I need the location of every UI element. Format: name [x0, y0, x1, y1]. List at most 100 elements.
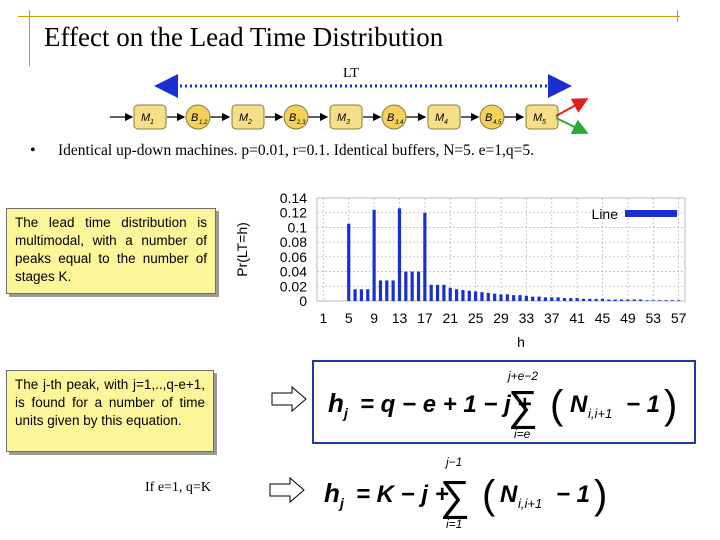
node-sub-b45: 4,5	[493, 120, 502, 126]
formula-2-body-sub: i,i+1	[518, 496, 542, 511]
node-label-b23: B	[289, 112, 296, 124]
node-sub-m3: 3	[346, 119, 350, 126]
x-tick-label: 53	[645, 310, 661, 326]
formula-1-tail: − 1	[626, 391, 660, 418]
bar	[347, 223, 351, 301]
x-tick-label: 21	[442, 310, 458, 326]
bar	[435, 284, 440, 301]
bar	[588, 298, 592, 301]
y-tick-label: 0	[299, 293, 307, 309]
formula-2-lhs-sub: j	[338, 495, 345, 511]
x-tick-label: 37	[544, 310, 560, 326]
bar	[556, 297, 560, 301]
node-label-m5: M	[533, 112, 543, 124]
bar	[651, 300, 655, 301]
bar	[531, 296, 535, 301]
node-b34	[381, 104, 407, 130]
y-tick-label: 0.06	[280, 249, 307, 265]
x-tick-label: 17	[417, 310, 433, 326]
x-tick-label: 41	[569, 310, 585, 326]
formula-1-sigma: ∑	[508, 382, 538, 429]
bar	[664, 300, 668, 301]
bar	[410, 271, 414, 301]
bar	[448, 287, 452, 301]
x-tick-label: 9	[370, 310, 378, 326]
x-tick-label: 45	[595, 310, 611, 326]
bar	[600, 298, 605, 301]
formula-2-sum-lower: i=1	[446, 517, 462, 531]
formula-2-lparen: (	[482, 473, 496, 517]
node-m4	[427, 104, 461, 130]
bar	[658, 300, 662, 301]
bar	[391, 280, 395, 301]
page-title: Effect on the Lead Time Distribution	[44, 22, 444, 52]
y-tick-label: 0.04	[280, 264, 307, 280]
formula-2-terms: = K − j +	[356, 481, 449, 508]
bar	[397, 208, 402, 301]
node-m1	[133, 104, 167, 130]
formula-1-lparen: (	[550, 383, 564, 427]
bar	[575, 298, 579, 301]
y-tick-label: 0.14	[280, 190, 307, 206]
node-sub-b23: 2,3	[296, 120, 306, 126]
node-sub-m5: 5	[542, 119, 546, 126]
x-axis-label: h	[517, 334, 525, 350]
bar	[474, 291, 478, 301]
formula-1-lhs: h	[328, 388, 344, 418]
node-label-m3: M	[337, 112, 347, 124]
bar	[543, 297, 548, 301]
x-tick-label: 25	[468, 310, 484, 326]
bar	[645, 300, 649, 301]
bar	[619, 299, 624, 301]
bullet-icon: •	[30, 142, 36, 159]
title-rule	[18, 16, 680, 17]
y-axis-label: Pr(LT=h)	[234, 222, 250, 277]
node-label-m4: M	[435, 112, 445, 124]
bar	[461, 289, 465, 301]
bar	[524, 295, 528, 301]
y-tick-label: 0.02	[280, 278, 307, 294]
x-tick-label: 1	[319, 310, 327, 326]
y-tick-label: 0.12	[280, 205, 307, 221]
formula-box	[312, 360, 696, 444]
formula-1-body-sub: i,i+1	[588, 406, 612, 421]
bar	[670, 300, 674, 301]
exit-down-arrow	[555, 117, 589, 134]
x-tick-label: 57	[671, 310, 687, 326]
node-m5	[525, 104, 559, 130]
production-line-diagram: M 1 B 1,2 M 2 B 2,3 M 3 B 3,4 M 4 B 4,5 M 5	[110, 74, 589, 134]
x-tick-label: 29	[493, 310, 509, 326]
y-tick-label: 0.08	[280, 234, 307, 250]
bar	[607, 299, 611, 301]
node-label-b45: B	[485, 112, 492, 124]
formula-general: h j = q − e + 1 − j + j+e−2 ∑ i=e ( N i,…	[328, 369, 677, 441]
node-sub-b34: 3,4	[395, 120, 404, 126]
bar	[512, 295, 516, 301]
node-sub-b12: 1,2	[199, 120, 208, 126]
formula-2-sigma: ∑	[440, 472, 470, 519]
bar	[594, 298, 598, 301]
x-tick-label: 5	[345, 310, 353, 326]
bar	[486, 292, 490, 301]
bar	[562, 298, 567, 301]
x-tick-label: 33	[519, 310, 535, 326]
exit-up-arrow	[555, 98, 589, 117]
node-b12	[185, 104, 211, 130]
bar	[372, 209, 376, 301]
formula-1-sum-lower: i=e	[514, 427, 531, 441]
title-left-rule	[29, 10, 30, 66]
formula-2-rparen: )	[594, 473, 607, 517]
node-m2	[231, 104, 265, 130]
arrow-to-formula-1	[271, 385, 307, 413]
bar	[467, 290, 471, 301]
bar	[569, 298, 573, 301]
x-tick-label: 49	[620, 310, 636, 326]
formula-1-sum-upper: j+e−2	[506, 369, 538, 383]
bar	[550, 297, 554, 301]
bar	[429, 284, 433, 301]
bar	[454, 289, 459, 301]
formula-1-body: N	[570, 391, 588, 418]
formula-2-tail: − 1	[556, 481, 590, 508]
bar	[404, 271, 408, 301]
bar	[613, 299, 617, 301]
